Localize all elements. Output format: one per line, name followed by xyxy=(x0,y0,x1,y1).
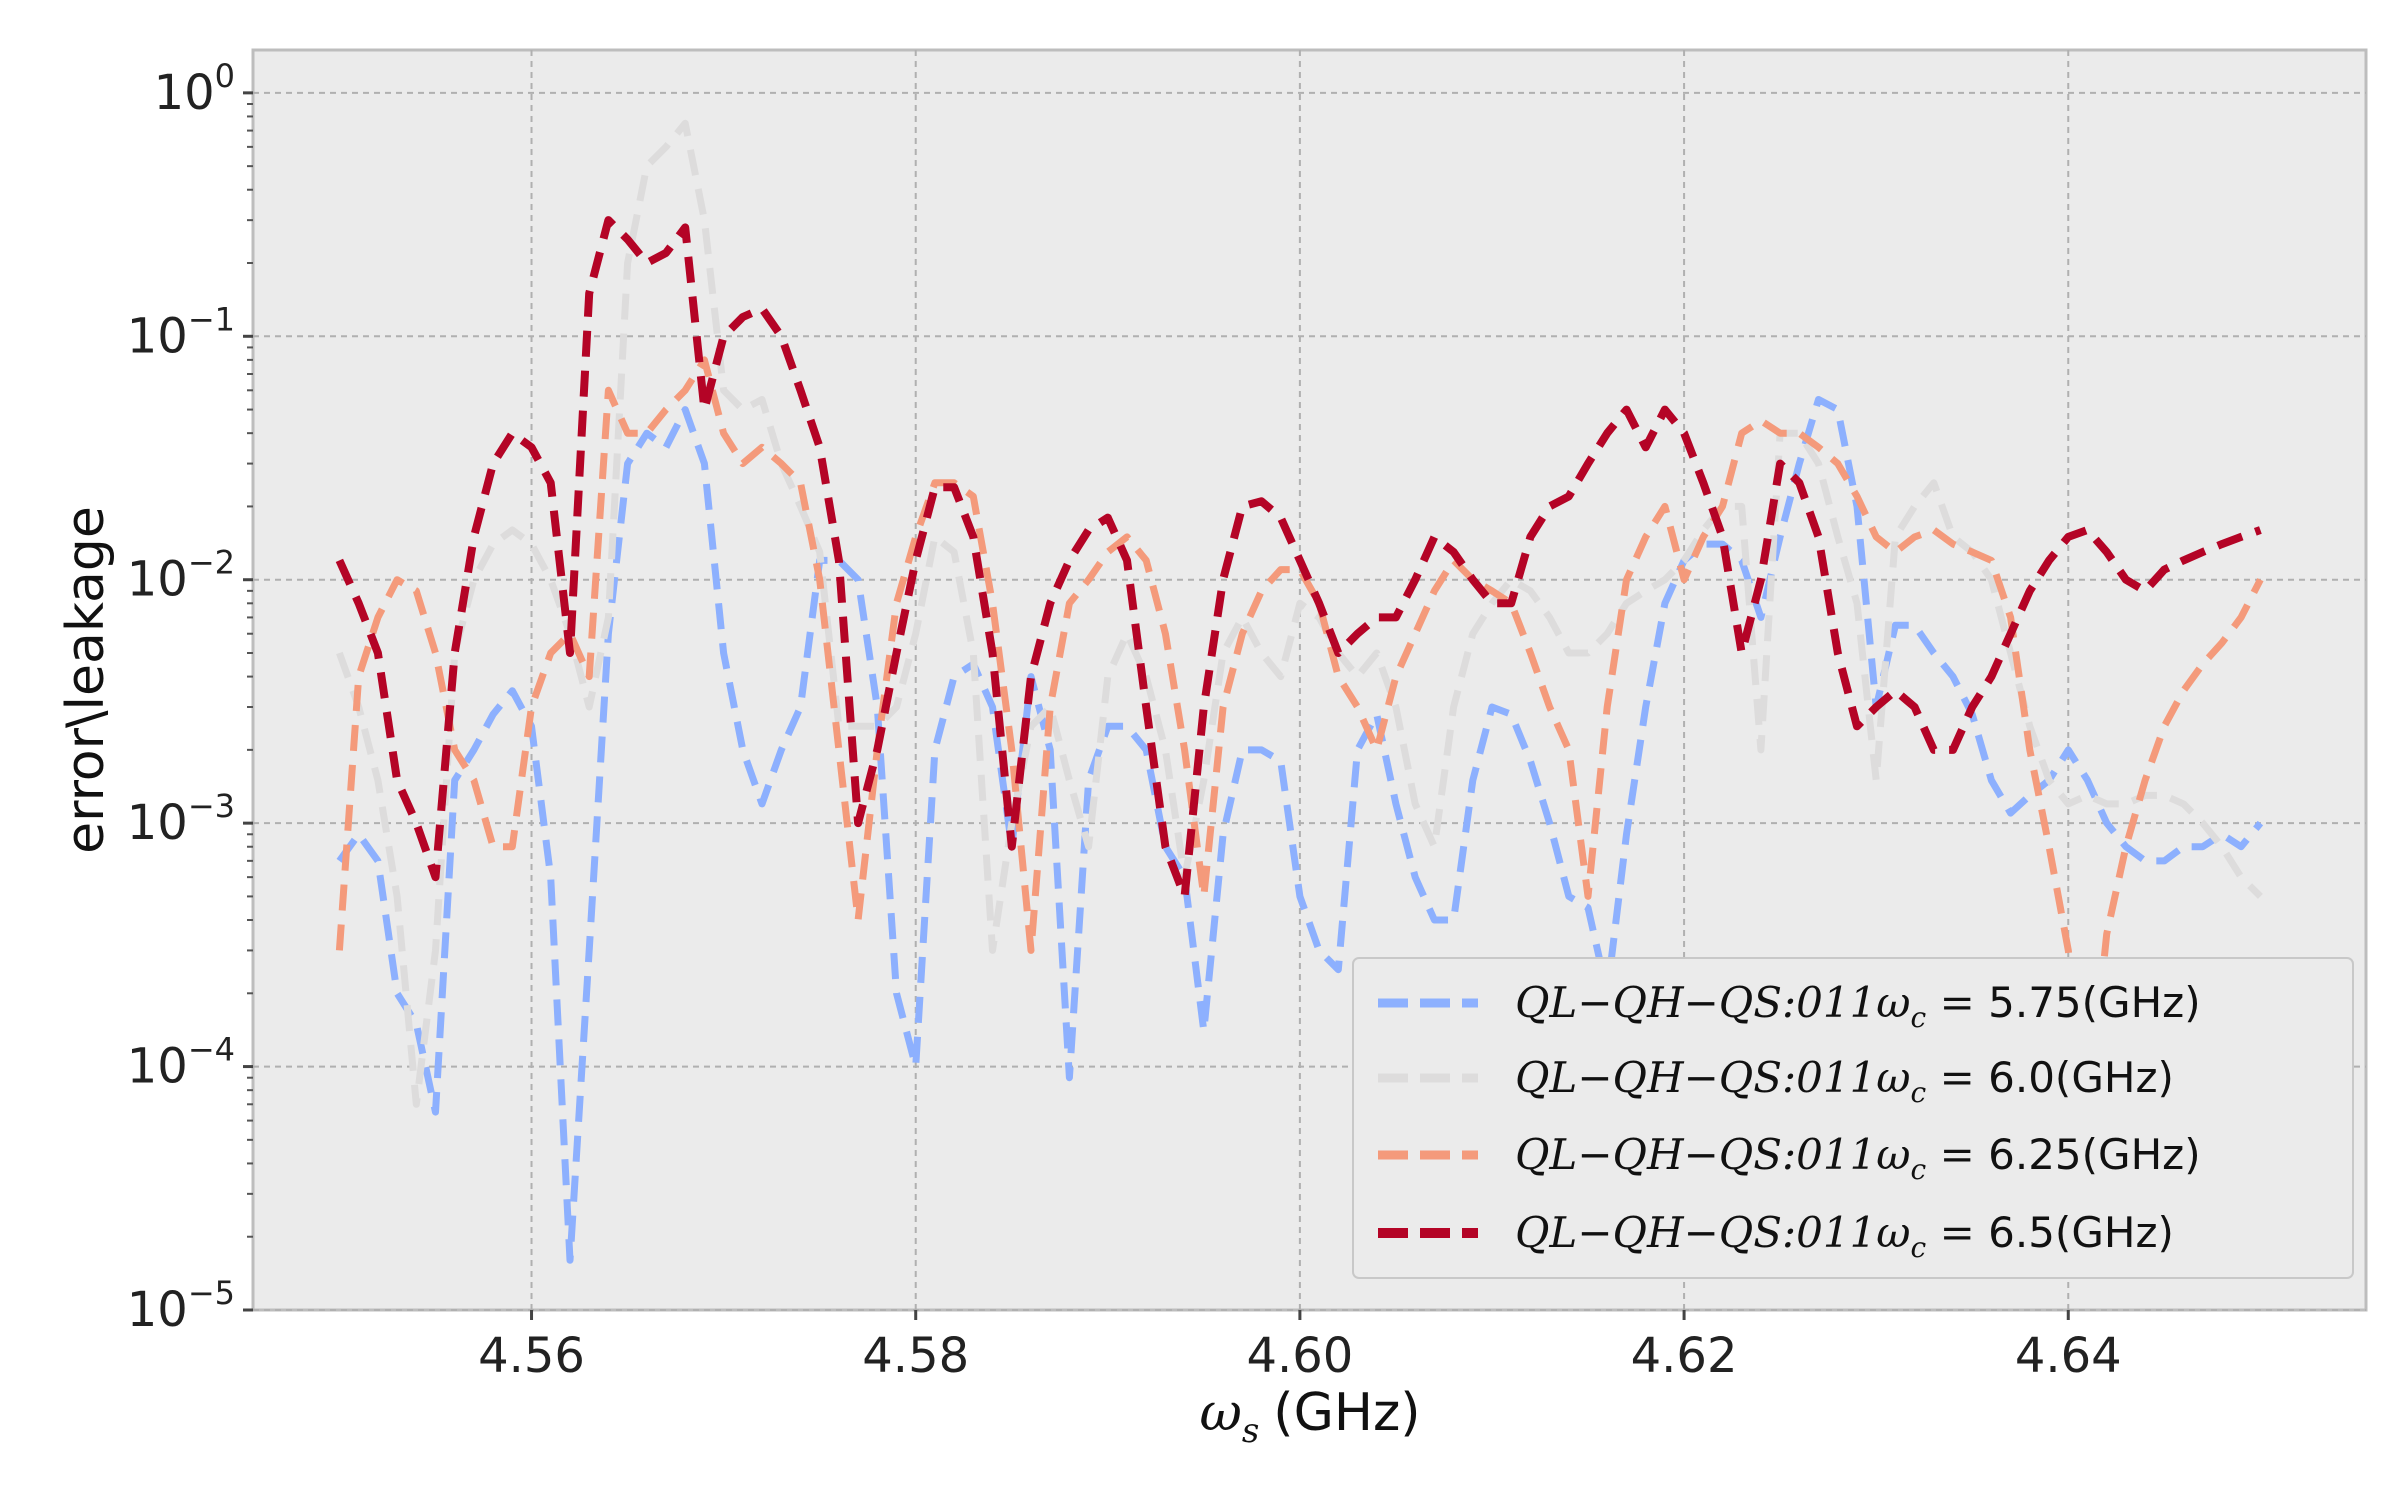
x-tick-label: 4.60 xyxy=(1246,1328,1353,1384)
series-line-1 xyxy=(336,396,2264,1264)
x-tick-label: 4.56 xyxy=(478,1328,585,1384)
y-tick-label: 100 xyxy=(154,57,235,121)
x-axis-title: ωs (GHz) xyxy=(1199,1383,1420,1451)
x-tick-label: 4.58 xyxy=(862,1328,969,1384)
y-tick-label: 10−3 xyxy=(127,787,235,851)
legend-box xyxy=(1352,957,2354,1279)
legend-label: QL−QH−QS:011ωc = 6.25(GHz) xyxy=(1515,1130,2201,1186)
grid xyxy=(253,50,2366,1311)
y-axis-title: error\leakage xyxy=(56,506,116,854)
series-lines xyxy=(335,119,2264,1264)
series-line-2 xyxy=(336,119,2263,1108)
legend-label: QL−QH−QS:011ωc = 5.75(GHz) xyxy=(1515,978,2201,1034)
series-line-3 xyxy=(335,356,2264,1125)
x-tick-label: 4.64 xyxy=(2015,1328,2122,1384)
axis-ticks: 4.56 4.58 4.60 4.62 4.64 100 10−1 10−2 10−3 10−4 1… xyxy=(127,57,2122,1384)
series-line-4 xyxy=(335,216,2262,901)
y-tick-label: 10−1 xyxy=(127,300,235,364)
y-tick-label: 10−2 xyxy=(127,544,235,608)
x-tick-label: 4.62 xyxy=(1631,1328,1738,1384)
legend: QL−QH−QS:011ωc = 5.75(GHz) QL−QH−QS:011ωc… xyxy=(1352,957,2354,1279)
y-tick-label: 10−4 xyxy=(127,1031,235,1095)
y-tick-label: 10−5 xyxy=(127,1274,235,1338)
legend-label: QL−QH−QS:011ωc = 6.5(GHz) xyxy=(1515,1208,2174,1264)
legend-label: QL−QH−QS:011ωc = 6.0(GHz) xyxy=(1515,1053,2174,1109)
